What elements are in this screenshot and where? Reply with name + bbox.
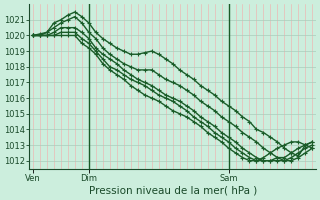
X-axis label: Pression niveau de la mer( hPa ): Pression niveau de la mer( hPa ) xyxy=(89,186,257,196)
